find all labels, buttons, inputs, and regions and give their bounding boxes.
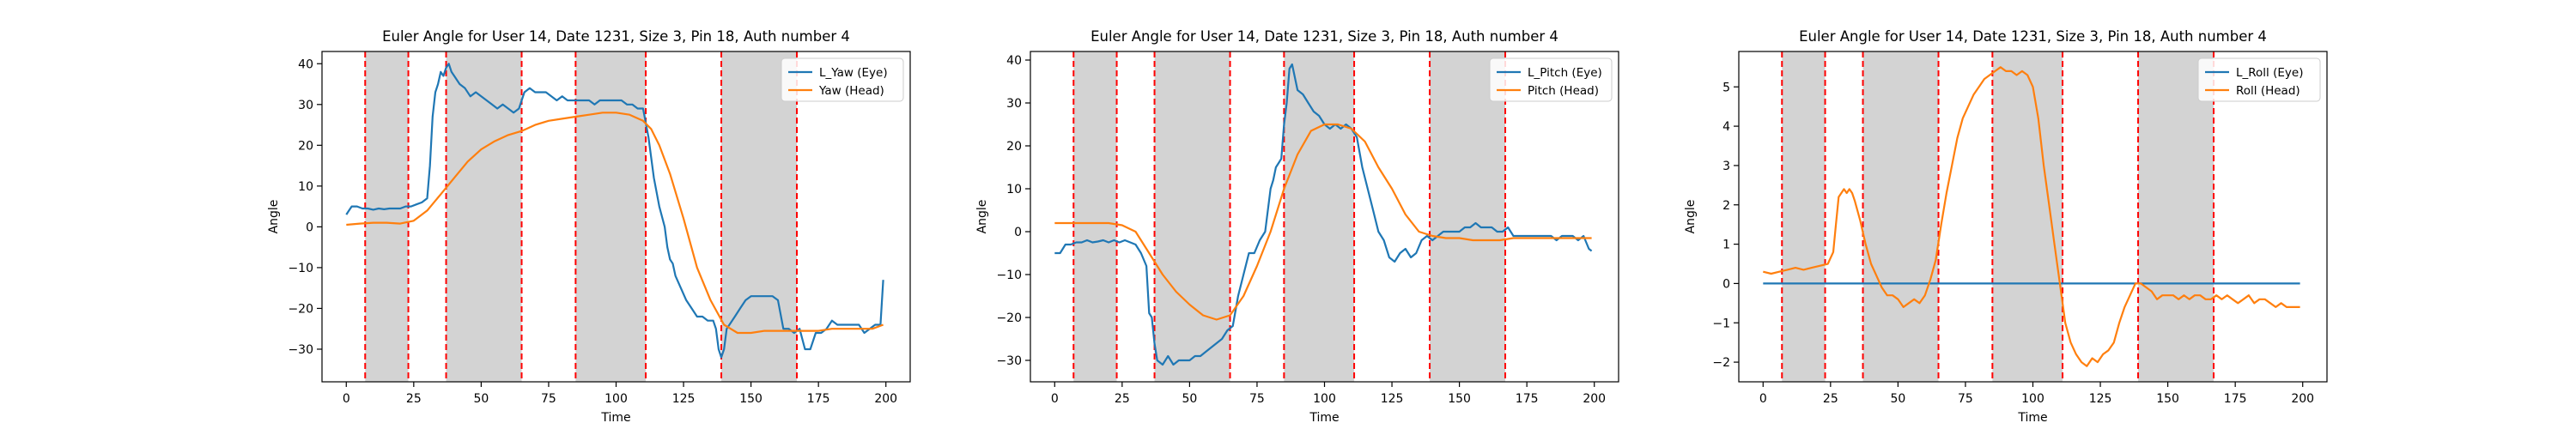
x-tick-label: 75	[1958, 392, 1973, 406]
shaded-span	[1073, 51, 1117, 382]
legend-label: Roll (Head)	[2236, 84, 2300, 98]
y-axis-label: Angle	[1684, 200, 1698, 234]
legend-label: Yaw (Head)	[818, 84, 884, 98]
x-tick-label: 175	[807, 392, 830, 406]
x-tick-label: 75	[541, 392, 556, 406]
shaded-span	[446, 51, 522, 382]
chart-title: Euler Angle for User 14, Date 1231, Size…	[1799, 28, 2267, 45]
y-tick-label: −2	[1712, 356, 1730, 370]
x-tick-label: 175	[1516, 392, 1539, 406]
x-tick-label: 175	[2224, 392, 2247, 406]
y-tick-label: 10	[1006, 183, 1022, 196]
y-tick-label: −10	[996, 269, 1022, 282]
chart-2: 0 25 50 75 100 125 150 175 200 −30 −20 −10 0 10 20 30 40…	[975, 28, 1619, 425]
y-tick-label: 40	[298, 57, 313, 71]
y-tick-label: −30	[996, 354, 1022, 368]
shaded-span	[1782, 51, 1826, 382]
x-tick-label: 0	[1759, 392, 1767, 406]
y-tick-label: 20	[298, 139, 313, 153]
chart-title: Euler Angle for User 14, Date 1231, Size…	[382, 28, 850, 45]
x-tick-label: 125	[672, 392, 696, 406]
y-tick-label: 0	[1014, 226, 1022, 239]
x-tick-label: 100	[1313, 392, 1336, 406]
shaded-span	[1154, 51, 1230, 382]
series-line-2	[1054, 123, 1592, 321]
y-axis-label: Angle	[267, 200, 281, 234]
x-tick-label: 0	[1051, 392, 1059, 406]
x-tick-label: 25	[1115, 392, 1130, 406]
y-tick-label: 10	[298, 180, 313, 194]
x-tick-label: 50	[1182, 392, 1197, 406]
y-tick-label: −10	[288, 262, 313, 275]
y-tick-label: 5	[1722, 81, 1730, 94]
shaded-span	[365, 51, 409, 382]
x-tick-label: 200	[874, 392, 897, 406]
y-tick-label: 2	[1722, 199, 1730, 213]
y-tick-label: 30	[1006, 97, 1022, 111]
series-line-2	[346, 112, 884, 335]
shaded-span	[1862, 51, 1939, 382]
x-axis-label: Time	[600, 411, 630, 425]
chart-title: Euler Angle for User 14, Date 1231, Size…	[1091, 28, 1558, 45]
x-axis-label: Time	[2017, 411, 2047, 425]
shaded-span	[1430, 51, 1506, 382]
y-tick-label: −20	[996, 311, 1022, 325]
y-tick-label: −30	[288, 343, 313, 357]
shaded-span	[2138, 51, 2215, 382]
y-tick-label: 1	[1722, 239, 1730, 252]
legend-label: L_Roll (Eye)	[2236, 66, 2303, 80]
x-tick-label: 100	[2021, 392, 2044, 406]
x-tick-label: 0	[343, 392, 350, 406]
x-tick-label: 75	[1249, 392, 1265, 406]
series-line-1	[345, 63, 884, 359]
legend-label: L_Yaw (Eye)	[819, 66, 888, 80]
x-tick-label: 25	[406, 392, 422, 406]
y-tick-label: 4	[1722, 120, 1730, 134]
x-tick-label: 100	[605, 392, 628, 406]
x-tick-label: 50	[473, 392, 489, 406]
chart-3: 0 25 50 75 100 125 150 175 200 −2 −1 0 1 2 3 4 5 Euler An…	[1684, 28, 2328, 425]
y-tick-label: −20	[288, 302, 313, 316]
y-tick-label: 0	[306, 221, 313, 234]
shaded-span	[1284, 51, 1355, 382]
x-tick-label: 125	[2089, 392, 2112, 406]
shaded-span	[1992, 51, 2063, 382]
chart-1: 0 25 50 75 100 125 150 175 200 −30 −20 −10 0 10 20 30 40…	[267, 28, 911, 425]
x-tick-label: 125	[1381, 392, 1404, 406]
legend-label: Pitch (Head)	[1528, 84, 1599, 98]
y-tick-label: 0	[1722, 277, 1730, 291]
x-tick-label: 200	[1583, 392, 1606, 406]
y-tick-label: −1	[1712, 317, 1730, 330]
y-axis-label: Angle	[975, 200, 989, 234]
series-line-2	[1763, 66, 2300, 367]
x-tick-label: 200	[2291, 392, 2314, 406]
y-tick-label: 3	[1722, 160, 1730, 173]
x-tick-label: 150	[1448, 392, 1471, 406]
x-tick-label: 150	[739, 392, 762, 406]
x-axis-label: Time	[1309, 411, 1339, 425]
y-tick-label: 40	[1006, 54, 1022, 68]
y-tick-label: 30	[298, 99, 313, 112]
shaded-span	[721, 51, 798, 382]
y-tick-label: 20	[1006, 140, 1022, 154]
x-tick-label: 25	[1823, 392, 1838, 406]
x-tick-label: 50	[1890, 392, 1905, 406]
x-tick-label: 150	[2156, 392, 2179, 406]
legend-label: L_Pitch (Eye)	[1528, 66, 1602, 80]
series-line-1	[1054, 63, 1593, 366]
